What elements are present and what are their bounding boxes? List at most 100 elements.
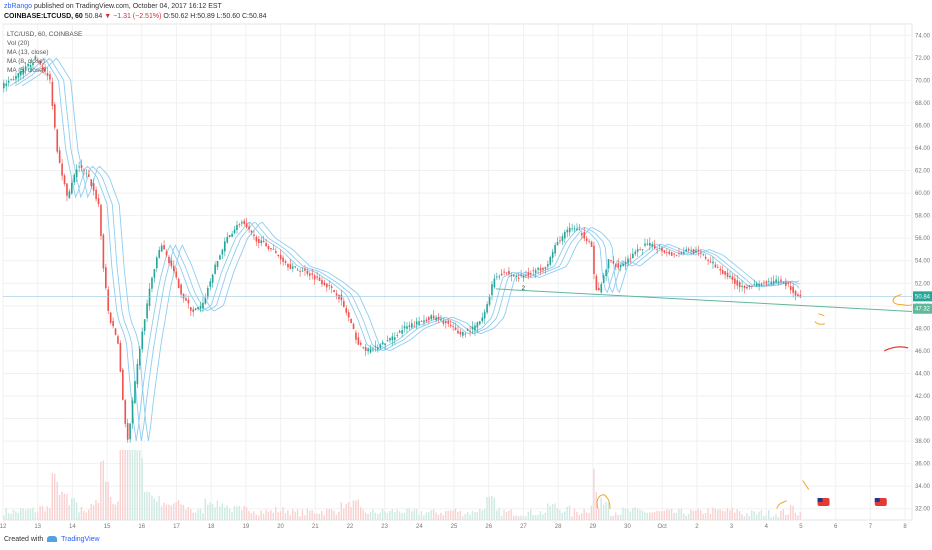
x-tick-label: 16 — [138, 524, 145, 530]
drawing-mark — [818, 313, 825, 317]
volume-bar — [165, 504, 168, 520]
candle-body — [704, 256, 707, 259]
volume-bar — [391, 508, 394, 520]
candle-body — [724, 271, 726, 275]
volume-bar — [175, 501, 177, 520]
volume-bar — [503, 509, 505, 520]
candle-body — [685, 249, 688, 252]
volume-bar — [437, 514, 440, 520]
candle-body — [624, 262, 627, 265]
volume-bar — [629, 511, 632, 520]
candle-body — [508, 270, 510, 275]
volume-bar — [333, 510, 335, 520]
candle-body — [66, 183, 68, 196]
candle-body — [119, 342, 122, 372]
volume-bar — [126, 450, 129, 520]
candle-body — [549, 257, 552, 265]
volume-bar — [481, 510, 483, 520]
candle-body — [156, 257, 158, 269]
volume-bar — [775, 514, 777, 520]
volume-bar — [651, 512, 653, 520]
volume-bar — [34, 512, 37, 520]
volume-bar — [741, 514, 743, 520]
y-tick-label: 42.00 — [915, 394, 931, 400]
volume-bar — [146, 491, 148, 520]
volume-bar — [272, 512, 275, 520]
legend-ma-13[interactable]: MA (13, close) — [7, 49, 49, 56]
candle-body — [105, 267, 107, 289]
candle-body — [763, 282, 765, 284]
volume-bar — [83, 511, 85, 520]
volume-bar — [236, 506, 238, 520]
candle-body — [197, 307, 199, 310]
volume-bar — [617, 515, 619, 520]
volume-bar — [738, 511, 741, 520]
volume-bar — [644, 512, 646, 520]
author-link[interactable]: zbRango — [4, 3, 33, 10]
volume-bar — [517, 516, 520, 520]
candle-body — [649, 242, 651, 246]
candle-body — [517, 278, 520, 279]
candle-body — [219, 255, 221, 260]
volume-bar — [641, 510, 644, 520]
candle-body — [41, 66, 44, 71]
volume-bar — [496, 510, 498, 520]
volume-bar — [389, 510, 391, 520]
trendline-annotation: 2 — [522, 286, 526, 292]
volume-bar — [420, 511, 423, 520]
volume-bar — [190, 508, 192, 520]
legend-ma-8[interactable]: MA (8, close) — [7, 58, 45, 65]
trendline — [495, 288, 913, 312]
candle-body — [496, 276, 498, 278]
volume-bar — [666, 509, 668, 520]
volume-bar — [185, 509, 187, 520]
candle-body — [224, 241, 226, 252]
candle-body — [97, 198, 100, 205]
volume-bar — [692, 510, 695, 520]
candle-body — [556, 241, 559, 245]
candle-body — [350, 318, 352, 324]
legend-volume[interactable]: Vol (20) — [7, 40, 30, 47]
y-tick-label: 70.00 — [915, 78, 931, 84]
candle-body — [539, 268, 542, 271]
volume-bar — [340, 502, 343, 520]
candle-body — [736, 280, 739, 286]
candle-body — [175, 271, 178, 278]
candle-body — [600, 284, 603, 293]
candle-body — [690, 250, 692, 251]
candle-body — [364, 346, 367, 351]
price-chart[interactable]: 32.00 34.00 36.00 38.00 40.00 42.00 44.00 46.00… — [0, 18, 932, 530]
volume-bar — [284, 513, 287, 520]
volume-bar — [714, 508, 717, 520]
legend-ma-5[interactable]: MA (5, close) — [7, 67, 45, 74]
candle-body — [80, 165, 83, 168]
candle-body — [738, 282, 741, 287]
last-price-label-bg — [913, 291, 932, 302]
x-tick-label: 28 — [555, 524, 562, 530]
publish-info: published on TradingView.com, October 04… — [33, 3, 222, 10]
volume-bar — [479, 508, 481, 520]
candle-body — [564, 231, 566, 239]
volume-bar — [202, 513, 204, 520]
volume-bar — [768, 510, 770, 520]
volume-bar — [39, 506, 41, 520]
candle-body — [479, 321, 481, 325]
tradingview-brand[interactable]: TradingView — [61, 536, 100, 543]
volume-bar — [163, 502, 165, 520]
x-tick-label: 20 — [277, 524, 284, 530]
legend-symbol[interactable]: LTC/USD, 60, COINBASE — [7, 31, 83, 38]
candle-body — [503, 271, 505, 273]
candle-body — [406, 326, 408, 329]
drawing-arrow — [814, 321, 826, 325]
volume-bar — [364, 512, 367, 520]
candle-body — [683, 251, 685, 254]
x-tick-label: 24 — [416, 524, 423, 530]
candle-body — [782, 282, 785, 284]
x-tick-label: 8 — [903, 524, 907, 530]
candle-body — [32, 62, 34, 66]
candle-body — [415, 321, 418, 325]
candle-body — [233, 229, 236, 234]
candle-body — [454, 327, 457, 330]
volume-bar — [347, 502, 350, 520]
candle-body — [102, 234, 105, 269]
